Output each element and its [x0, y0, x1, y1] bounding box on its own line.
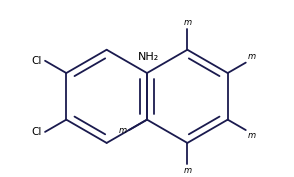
Text: m: m: [248, 131, 256, 140]
Text: Cl: Cl: [31, 56, 41, 66]
Text: m: m: [248, 52, 256, 61]
Text: m: m: [119, 125, 127, 135]
Text: NH₂: NH₂: [138, 52, 159, 62]
Text: Cl: Cl: [31, 127, 41, 137]
Text: m: m: [183, 166, 191, 175]
Text: m: m: [183, 18, 191, 27]
